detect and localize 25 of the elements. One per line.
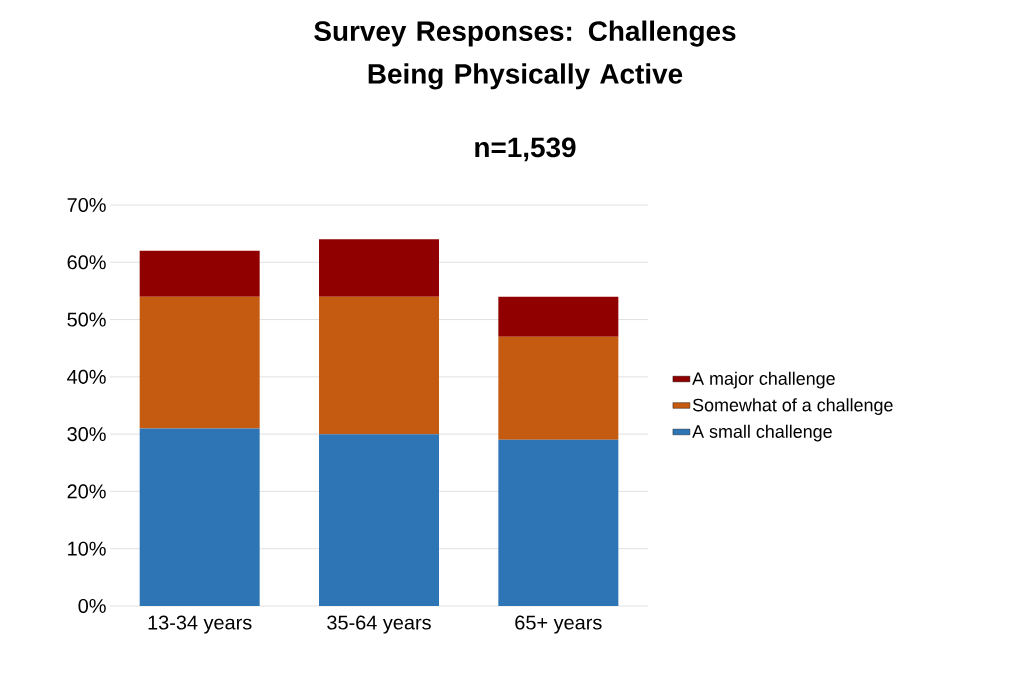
- x-tick-label: 35-64 years: [327, 615, 431, 634]
- bar: [139, 428, 260, 606]
- bar: [319, 239, 440, 297]
- y-tick-label: 40%: [67, 369, 106, 384]
- x-tick-label: 13-34 years: [148, 615, 252, 634]
- y-tick-label: 20%: [67, 484, 106, 499]
- y-tick-label: 10%: [68, 541, 106, 556]
- chart-subtitle: n=1,539: [475, 137, 576, 162]
- y-tick-label: 50%: [67, 312, 106, 327]
- legend-label: A small challenge: [692, 424, 832, 442]
- bar: [139, 250, 260, 297]
- bar: [139, 296, 260, 429]
- y-tick-label: 0%: [78, 598, 106, 614]
- y-tick-label: 70%: [67, 197, 106, 213]
- bar: [498, 336, 619, 440]
- bar: [498, 439, 619, 606]
- legend-label: A major challenge: [692, 371, 835, 389]
- x-tick-label: 65+ years: [515, 615, 602, 634]
- y-tick-label: 60%: [67, 255, 106, 270]
- legend-label: Somewhat of a challenge: [692, 398, 893, 415]
- chart-title: Survey Responses: Challenges Being Physically Active: [314, 20, 736, 90]
- bar: [319, 296, 440, 435]
- bar: [498, 296, 619, 337]
- bar: [319, 434, 440, 606]
- y-tick-label: 30%: [67, 427, 106, 442]
